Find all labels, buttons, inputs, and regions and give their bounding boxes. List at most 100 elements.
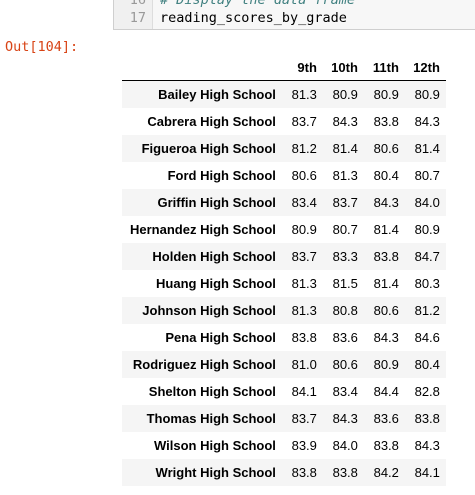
table-cell: 83.7: [291, 411, 317, 426]
code-text: # Display the data frame: [160, 0, 356, 8]
table-row: Shelton High School 84.1 83.4 84.4 82.8: [122, 378, 446, 405]
table-cell: 83.6: [332, 330, 358, 345]
header-row: 9th 10th 11th 12th: [122, 54, 446, 81]
table-cell: 80.8: [332, 303, 358, 318]
table-row: Cabrera High School 83.7 84.3 83.8 84.3: [122, 108, 446, 135]
table-cell: 83.8: [291, 465, 317, 480]
table-cell: 80.7: [332, 222, 358, 237]
dataframe: 9th 10th 11th 12th Bailey High School 81.3 80…: [122, 54, 446, 486]
column-header: 9th: [281, 54, 323, 81]
table-cell: 80.6: [291, 168, 317, 183]
table-cell: 83.7: [291, 114, 317, 129]
table-cell: 83.6: [373, 411, 399, 426]
output-prompt: Out[104]:: [5, 39, 79, 55]
row-label: Thomas High School: [146, 411, 276, 426]
table-row: Huang High School 81.3 81.5 81.4 80.3: [122, 270, 446, 297]
table-body: Bailey High School 81.3 80.9 80.9 80.9 Cabrer…: [122, 80, 446, 486]
table-cell: 80.6: [332, 357, 358, 372]
line-number: 16: [129, 0, 146, 8]
table-cell: 81.2: [414, 303, 440, 318]
table-cell: 80.3: [414, 276, 440, 291]
table-cell: 80.9: [414, 222, 440, 237]
table-cell: 80.7: [414, 168, 440, 183]
table-cell: 83.7: [332, 195, 358, 210]
table-cell: 81.4: [373, 276, 399, 291]
line-number: 17: [129, 10, 146, 26]
table-cell: 80.9: [332, 87, 358, 102]
table-cell: 80.4: [414, 357, 440, 372]
row-label: Wilson High School: [153, 438, 276, 453]
table-cell: 80.6: [373, 141, 399, 156]
table-cell: 84.1: [414, 465, 440, 480]
table-cell: 83.8: [373, 249, 399, 264]
table-cell: 84.3: [373, 330, 399, 345]
table-cell: 84.4: [373, 384, 399, 399]
table-cell: 83.3: [332, 249, 358, 264]
code-text: reading_scores_by_grade: [160, 10, 347, 26]
table-cell: 83.8: [332, 465, 358, 480]
table-row: Pena High School 83.8 83.6 84.3 84.6: [122, 324, 446, 351]
table-row: Bailey High School 81.3 80.9 80.9 80.9: [122, 80, 446, 108]
table-cell: 84.1: [291, 384, 317, 399]
table-cell: 80.9: [291, 222, 317, 237]
table-row: Figueroa High School 81.2 81.4 80.6 81.4: [122, 135, 446, 162]
table-cell: 81.0: [291, 357, 317, 372]
table-row: Wright High School 83.8 83.8 84.2 84.1: [122, 459, 446, 486]
table-cell: 84.2: [373, 465, 399, 480]
table-cell: 83.7: [291, 249, 317, 264]
row-label: Ford High School: [167, 168, 276, 183]
table-row: Thomas High School 83.7 84.3 83.6 83.8: [122, 405, 446, 432]
table-cell: 83.9: [291, 438, 317, 453]
table-cell: 81.2: [291, 141, 317, 156]
table-row: Rodriguez High School 81.0 80.6 80.9 80.4: [122, 351, 446, 378]
row-label: Wright High School: [155, 465, 276, 480]
table-cell: 80.6: [373, 303, 399, 318]
index-header: [122, 54, 282, 81]
row-label: Figueroa High School: [141, 141, 276, 156]
table-cell: 84.0: [414, 195, 440, 210]
table-cell: 84.3: [373, 195, 399, 210]
row-label: Shelton High School: [148, 384, 276, 399]
table-cell: 81.4: [414, 141, 440, 156]
table-cell: 81.4: [373, 222, 399, 237]
row-label: Pena High School: [165, 330, 276, 345]
table-row: Ford High School 80.6 81.3 80.4 80.7: [122, 162, 446, 189]
table-cell: 83.8: [373, 114, 399, 129]
table-cell: 83.8: [373, 438, 399, 453]
table-cell: 84.7: [414, 249, 440, 264]
row-label: Cabrera High School: [147, 114, 276, 129]
code-line: 17 reading_scores_by_grade: [114, 8, 475, 28]
table-row: Wilson High School 83.9 84.0 83.8 84.3: [122, 432, 446, 459]
column-header: 11th: [363, 54, 405, 81]
table-cell: 81.4: [332, 141, 358, 156]
table-cell: 84.3: [332, 114, 358, 129]
row-label: Bailey High School: [158, 87, 276, 102]
table-row: Griffin High School 83.4 83.7 84.3 84.0: [122, 189, 446, 216]
table-cell: 81.5: [332, 276, 358, 291]
table-row: Johnson High School 81.3 80.8 80.6 81.2: [122, 297, 446, 324]
table-cell: 84.6: [414, 330, 440, 345]
code-line: 16 # Display the data frame: [114, 0, 475, 10]
row-label: Huang High School: [156, 276, 276, 291]
table-cell: 83.8: [414, 411, 440, 426]
table-cell: 83.4: [332, 384, 358, 399]
row-label: Hernandez High School: [130, 222, 276, 237]
table-row: Holden High School 83.7 83.3 83.8 84.7: [122, 243, 446, 270]
column-header: 10th: [322, 54, 364, 81]
table-cell: 80.9: [414, 87, 440, 102]
table-cell: 80.9: [373, 357, 399, 372]
row-label: Griffin High School: [157, 195, 276, 210]
code-cell[interactable]: 16 # Display the data frame 17 reading_s…: [113, 0, 475, 30]
table-cell: 81.3: [291, 87, 317, 102]
gutter: [114, 0, 153, 29]
table-cell: 82.8: [414, 384, 440, 399]
table-row: Hernandez High School 80.9 80.7 81.4 80.9: [122, 216, 446, 243]
table-cell: 81.3: [291, 276, 317, 291]
table-cell: 80.4: [373, 168, 399, 183]
table-cell: 84.3: [414, 114, 440, 129]
table-cell: 80.9: [373, 87, 399, 102]
table-cell: 84.0: [332, 438, 358, 453]
row-label: Rodriguez High School: [132, 357, 276, 372]
table-cell: 81.3: [291, 303, 317, 318]
